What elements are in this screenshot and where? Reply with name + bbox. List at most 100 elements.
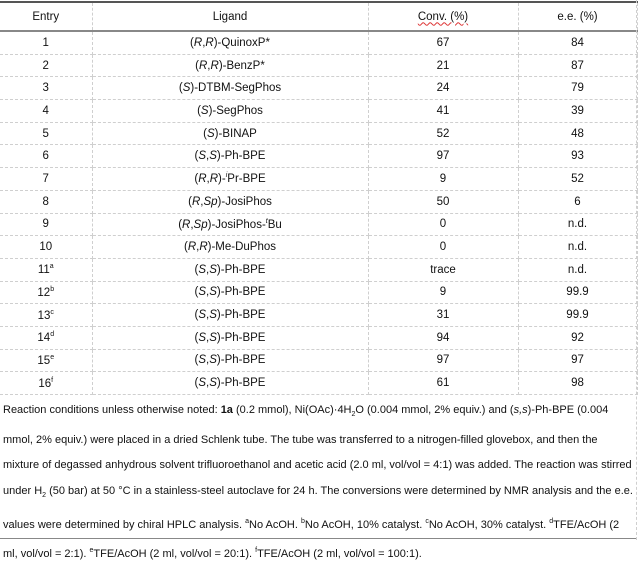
footnote-part: d [549, 517, 554, 525]
ligand-part: )- [218, 173, 226, 186]
entry-cell: 5 [0, 122, 93, 146]
ligand-part: )-QuinoxP* [213, 36, 270, 49]
ligand-part: S [198, 377, 207, 390]
table-row: 2 (R,R)-BenzP* 21 87 [0, 54, 638, 78]
ligand-part: ( [194, 377, 199, 390]
ee-cell: 39 [517, 99, 638, 123]
conversion-cell: 9 [367, 281, 519, 305]
ligand-part: S [198, 150, 207, 163]
ligand-part: ( [194, 309, 199, 322]
ligand-part: R [198, 59, 208, 72]
results-table: Entry Ligand Conv. (%) e.e. (%) 1 (R,R)-Q… [0, 1, 638, 395]
ee-cell: 87 [517, 54, 638, 78]
conversion-cell: 41 [367, 99, 519, 123]
ligand-part: )-JosiPhos [217, 195, 272, 208]
entry-cell: 4 [0, 99, 93, 123]
entry-number: 11 [37, 264, 50, 277]
header-conversion-text: Conv. (%) [417, 10, 469, 23]
footnote-part: c [425, 517, 429, 525]
ligand-part: R [199, 241, 208, 254]
ligand-part: ( [178, 82, 183, 95]
table-row: 1 (R,R)-QuinoxP* 67 84 [0, 31, 638, 55]
conversion-cell: 52 [367, 122, 519, 146]
ligand-part: )-Ph-BPE [216, 150, 266, 163]
ligand-part: S [198, 263, 207, 276]
entry-cell: 8 [0, 190, 93, 214]
ee-cell: n.d. [517, 258, 638, 282]
conversion-cell: 61 [367, 371, 519, 395]
ligand-part: ( [194, 331, 199, 344]
footnote-part: 2 [351, 411, 356, 419]
header-row: Entry Ligand Conv. (%) e.e. (%) [0, 1, 638, 32]
ee-cell: 99.9 [517, 303, 638, 327]
ligand-part: S [209, 286, 217, 299]
footnote-marker: b [50, 285, 55, 293]
ligand-cell: (S)-DTBM-SegPhos [91, 76, 369, 101]
ligand-part: S [198, 354, 207, 367]
entry-cell: 11a [0, 258, 93, 282]
footnote-part: Reaction conditions unless otherwise not… [3, 404, 221, 416]
ligand-part: Sp [193, 218, 208, 231]
entry-cell: 15e [0, 349, 93, 373]
footnote-part: (0.2 mmol), Ni(OAc)·4H [232, 404, 352, 416]
table-row: 15e (S,S)-Ph-BPE 97 97 [0, 349, 638, 373]
table-row: 13c (S,S)-Ph-BPE 31 99.9 [0, 303, 638, 327]
table-row: 10 (R,R)-Me-DuPhos 0 n.d. [0, 235, 638, 259]
ligand-part: , [190, 218, 194, 231]
entry-number: 6 [42, 150, 49, 163]
footnote-part: 1a [220, 404, 233, 416]
ligand-part: ( [194, 173, 199, 186]
ligand-part: R [187, 241, 197, 254]
ligand-cell: (S,S)-Ph-BPE [91, 371, 369, 395]
footnote-part: No AcOH, 30% catalyst. [428, 518, 550, 531]
ee-cell: 79 [517, 76, 638, 101]
ligand-part: )-Ph-BPE [216, 354, 266, 367]
footnote-part: 2 [42, 492, 47, 500]
entry-cell: 13c [0, 303, 93, 327]
ligand-cell: (S)-BINAP [91, 122, 369, 146]
entry-number: 7 [42, 172, 49, 185]
ligand-part: ( [178, 218, 183, 231]
ligand-part: , [206, 173, 210, 186]
footnote-marker: f [51, 376, 54, 384]
header-entry: Entry [0, 1, 93, 32]
ligand-part: i [225, 172, 228, 180]
ligand-part: S [182, 82, 191, 95]
footnote-part: a [245, 517, 250, 525]
conversion-cell: 50 [367, 190, 519, 214]
conversion-cell: 24 [367, 76, 519, 101]
bottom-border [0, 538, 637, 539]
ligand-part: ( [203, 127, 207, 140]
ligand-part: ( [197, 104, 201, 117]
ligand-part: Sp [203, 195, 218, 208]
header-ligand: Ligand [91, 1, 369, 32]
entry-cell: 1 [0, 31, 93, 55]
ligand-cell: (S,S)-Ph-BPE [91, 349, 369, 373]
entry-number: 12 [37, 286, 51, 299]
ligand-part: R [193, 36, 203, 49]
ligand-part: , [206, 377, 210, 390]
table-row: 6 (S,S)-Ph-BPE 97 93 [0, 144, 638, 169]
conversion-cell: 0 [367, 213, 519, 237]
ligand-part: S [209, 377, 217, 390]
ee-cell: 48 [517, 122, 638, 146]
ee-cell: 97 [517, 349, 638, 373]
ligand-part: )-DTBM-SegPhos [190, 82, 282, 95]
header-ee: e.e. (%) [517, 1, 638, 32]
conversion-cell: 0 [367, 235, 519, 259]
conversion-cell: 9 [367, 167, 519, 191]
ligand-part: S [198, 286, 207, 299]
entry-number: 2 [42, 59, 49, 72]
ligand-part: )-SegPhos [208, 104, 263, 117]
ligand-part: S [209, 263, 217, 276]
footnote-part: s,s [513, 404, 528, 416]
table-row: 9 (R,Sp)-JosiPhos-tBu 0 n.d. [0, 213, 638, 237]
ligand-part: , [196, 241, 200, 254]
ligand-part: ( [194, 150, 199, 163]
footnote-marker: a [49, 263, 54, 271]
ligand-part: )-JosiPhos- [207, 218, 266, 231]
ligand-cell: (R,Sp)-JosiPhos [91, 190, 369, 214]
ligand-part: Pr-BPE [227, 173, 266, 186]
table-row: 11a (S,S)-Ph-BPE trace n.d. [0, 258, 638, 282]
ligand-part: )-Me-DuPhos [207, 241, 277, 254]
